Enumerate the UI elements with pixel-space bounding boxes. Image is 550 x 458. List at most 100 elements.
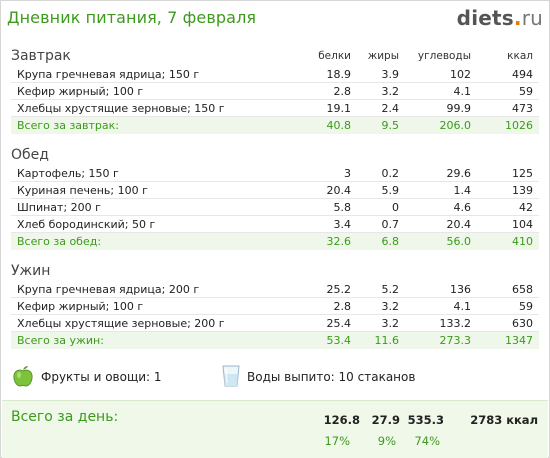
food-carbs: 99.9 [405, 99, 477, 117]
food-row: Картофель; 150 г 3 0.2 29.6 125 [11, 165, 539, 182]
page-title: Дневник питания, 7 февраля [7, 8, 257, 27]
food-carbs: 20.4 [405, 215, 477, 233]
meal-header-breakfast: Завтрак белки жиры углеводы ккал [11, 46, 539, 66]
food-name: Кефир жирный; 100 г [11, 82, 303, 100]
food-fat: 3.2 [357, 82, 405, 100]
food-protein: 2.8 [303, 82, 357, 100]
food-carbs: 4.1 [405, 297, 477, 315]
food-kcal: 59 [477, 82, 539, 100]
food-kcal: 630 [477, 314, 539, 332]
extras-row: Фрукты и овощи: 1 Воды выпито: 10 стакан… [11, 364, 539, 390]
food-protein: 25.4 [303, 314, 357, 332]
total-protein: 53.4 [303, 331, 357, 349]
food-kcal: 104 [477, 215, 539, 233]
column-protein: белки [318, 50, 351, 62]
food-kcal: 658 [477, 281, 539, 298]
food-protein: 2.8 [303, 297, 357, 315]
food-carbs: 4.6 [405, 198, 477, 216]
total-protein: 40.8 [303, 116, 357, 134]
meal-total-label: Всего за обед: [11, 232, 303, 250]
food-fat: 0 [357, 198, 405, 216]
food-carbs: 29.6 [405, 165, 477, 182]
food-fat: 5.2 [357, 281, 405, 298]
food-row: Хлебцы хрустящие зерновые; 150 г 19.1 2.… [11, 99, 539, 117]
fruits-veggies-count: Фрукты и овощи: 1 [41, 370, 162, 384]
food-kcal: 139 [477, 181, 539, 199]
food-name: Шпинат; 200 г [11, 198, 303, 216]
food-name: Картофель; 150 г [11, 165, 303, 182]
food-kcal: 473 [477, 99, 539, 117]
food-carbs: 133.2 [405, 314, 477, 332]
meal-total-row: Всего за обед: 32.6 6.8 56.0 410 [11, 232, 539, 250]
food-fat: 5.9 [357, 181, 405, 199]
logo-dot: . [513, 6, 522, 30]
food-name: Куриная печень; 100 г [11, 181, 303, 199]
logo-name: diets [456, 6, 514, 30]
food-fat: 3.2 [357, 314, 405, 332]
food-fat: 0.7 [357, 215, 405, 233]
food-carbs: 4.1 [405, 82, 477, 100]
total-carbs: 206.0 [405, 116, 477, 134]
food-diary-table: Завтрак белки жиры углеводы ккал Крупа г… [11, 46, 539, 349]
food-protein: 5.8 [303, 198, 357, 216]
food-row: Хлебцы хрустящие зерновые; 200 г 25.4 3.… [11, 314, 539, 332]
food-name: Кефир жирный; 100 г [11, 297, 303, 315]
day-carbs-percent: 74% [414, 434, 440, 448]
green-apple-icon [13, 366, 33, 387]
food-row: Кефир жирный; 100 г 2.8 3.2 4.1 59 [11, 82, 539, 100]
total-fat: 9.5 [357, 116, 405, 134]
food-protein: 25.2 [303, 281, 357, 298]
food-kcal: 125 [477, 165, 539, 182]
food-name: Крупа гречневая ядрица; 150 г [11, 66, 303, 83]
day-protein-percent: 17% [324, 434, 350, 448]
food-row: Куриная печень; 100 г 20.4 5.9 1.4 139 [11, 181, 539, 199]
column-fat: жиры [367, 50, 399, 62]
food-name: Крупа гречневая ядрица; 200 г [11, 281, 303, 298]
food-protein: 3 [303, 165, 357, 182]
food-fat: 3.9 [357, 66, 405, 83]
day-kcal: 2783 ккал [470, 413, 538, 427]
food-protein: 18.9 [303, 66, 357, 83]
day-carbs: 535.3 [407, 413, 444, 427]
logo-tld: ru [521, 6, 543, 30]
food-row: Шпинат; 200 г 5.8 0 4.6 42 [11, 198, 539, 216]
meal-total-label: Всего за завтрак: [11, 116, 303, 134]
meal-title: Ужин [11, 263, 51, 279]
column-carbs: углеводы [417, 50, 471, 62]
food-fat: 2.4 [357, 99, 405, 117]
food-row: Крупа гречневая ядрица; 150 г 18.9 3.9 1… [11, 66, 539, 83]
total-fat: 6.8 [357, 232, 405, 250]
water-intake: Воды выпито: 10 стаканов [247, 370, 416, 384]
food-name: Хлеб бородинский; 50 г [11, 215, 303, 233]
food-fat: 0.2 [357, 165, 405, 182]
food-kcal: 59 [477, 297, 539, 315]
food-protein: 19.1 [303, 99, 357, 117]
food-fat: 3.2 [357, 297, 405, 315]
food-kcal: 494 [477, 66, 539, 83]
food-row: Крупа гречневая ядрица; 200 г 25.2 5.2 1… [11, 281, 539, 298]
meal-title: Завтрак [11, 48, 71, 64]
food-kcal: 42 [477, 198, 539, 216]
meal-header-lunch: Обед [11, 145, 539, 165]
meal-title: Обед [11, 147, 49, 163]
day-protein: 126.8 [323, 413, 360, 427]
day-total-label: Всего за день: [11, 409, 119, 425]
total-carbs: 56.0 [405, 232, 477, 250]
total-carbs: 273.3 [405, 331, 477, 349]
total-kcal: 1026 [477, 116, 539, 134]
day-fat-percent: 9% [377, 434, 396, 448]
site-logo[interactable]: diets.ru [457, 6, 543, 30]
food-row: Хлеб бородинский; 50 г 3.4 0.7 20.4 104 [11, 215, 539, 233]
food-carbs: 102 [405, 66, 477, 83]
day-total-box: Всего за день: 126.8 27.9 535.3 2783 кка… [2, 400, 548, 458]
total-protein: 32.6 [303, 232, 357, 250]
column-kcal: ккал [507, 50, 533, 62]
total-fat: 11.6 [357, 331, 405, 349]
meal-header-dinner: Ужин [11, 261, 539, 281]
total-kcal: 1347 [477, 331, 539, 349]
food-row: Кефир жирный; 100 г 2.8 3.2 4.1 59 [11, 297, 539, 315]
food-protein: 3.4 [303, 215, 357, 233]
day-fat: 27.9 [371, 413, 400, 427]
water-glass-icon [222, 365, 240, 387]
